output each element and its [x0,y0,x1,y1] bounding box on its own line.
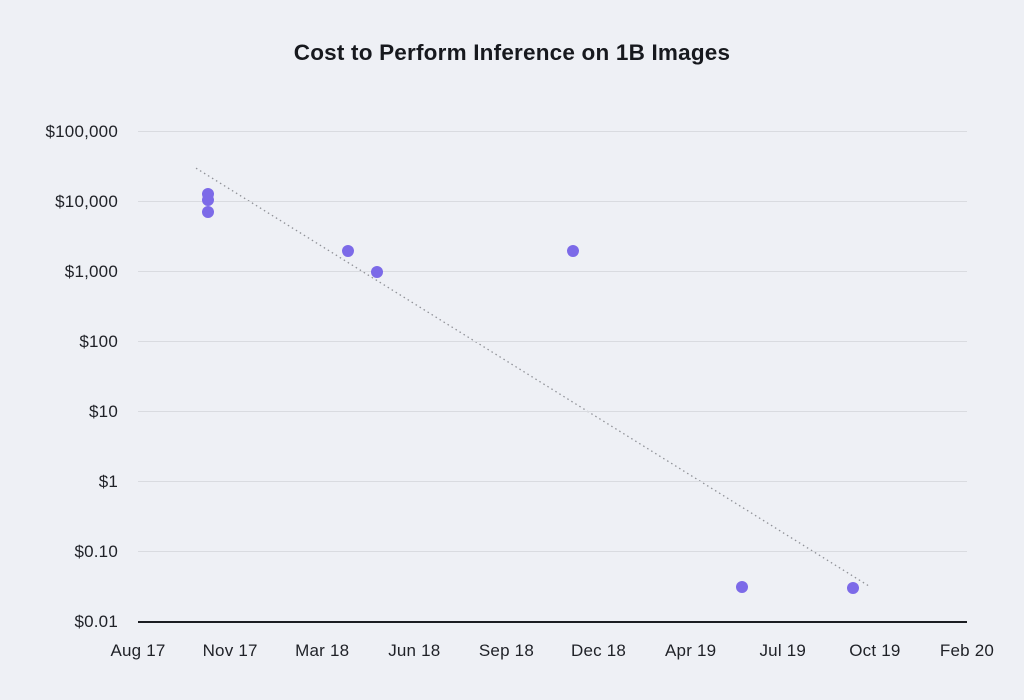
gridline [138,201,967,203]
x-tick-label: Feb 20 [939,641,995,660]
data-point [736,580,748,593]
data-point [201,194,214,207]
trendline [195,167,869,587]
x-tick-label: Sep 18 [478,641,534,660]
chart-title: Cost to Perform Inference on 1B Images [293,40,731,65]
gridline [138,411,967,413]
gridline [138,271,967,273]
y-tick-label: $1,000 [64,261,118,281]
x-tick-label: Apr 19 [665,641,717,660]
y-tick-label: $0.10 [74,541,118,561]
data-point [371,265,383,278]
y-tick-label: $0.01 [74,612,118,631]
x-tick-label: Mar 18 [295,641,350,660]
data-point [341,244,354,257]
y-tick-label: $10 [89,401,118,421]
y-tick-label: $1 [98,471,118,491]
x-tick-label: Aug 17 [110,641,166,660]
x-axis-line [138,621,967,623]
gridline [138,131,967,132]
gridline [138,481,967,483]
x-tick-label: Dec 18 [571,641,627,660]
y-tick-label: $10,000 [55,191,118,211]
data-point [847,581,859,594]
x-tick-label: Jul 19 [759,641,807,660]
x-tick-label: Oct 19 [849,641,901,660]
gridline [138,551,967,553]
data-point [201,206,214,219]
y-tick-label: $100 [79,331,118,351]
x-tick-label: Nov 17 [202,641,258,660]
gridline [138,341,967,343]
y-tick-label: $100,000 [45,121,118,141]
data-point [566,244,579,257]
x-tick-label: Jun 18 [388,641,441,660]
